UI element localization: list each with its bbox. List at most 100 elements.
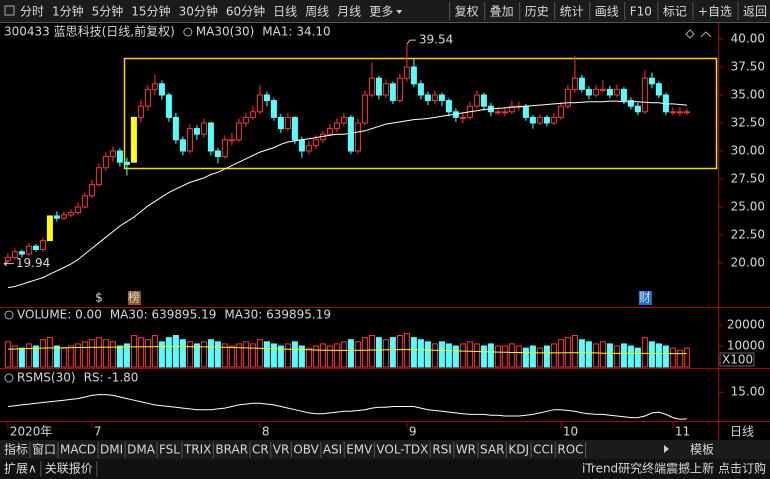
unit-bg (719, 352, 755, 367)
candle-body (123, 161, 130, 165)
volume-bar (326, 345, 333, 368)
tool-button[interactable]: 画线 (595, 5, 619, 19)
period-button[interactable]: 60分钟 (226, 4, 265, 19)
candle-body (550, 116, 557, 124)
indicator-tab[interactable]: 窗口 (32, 443, 56, 457)
tool-button[interactable]: F10 (630, 5, 652, 19)
candle-body (410, 66, 417, 85)
volume-bar (466, 341, 473, 368)
candle-body (403, 66, 410, 79)
promo-link[interactable]: iTrend研究终端震撼上新 点击订购 (582, 461, 766, 476)
volume-bar (375, 337, 382, 368)
candle-body (382, 83, 389, 96)
indicator-tab[interactable]: MACD (60, 443, 96, 457)
volume-bar (46, 337, 53, 368)
status-item[interactable]: 扩展∧ (4, 462, 37, 476)
volume-bar (333, 343, 340, 368)
indicator-tab[interactable]: ROC (557, 443, 583, 457)
indicator-tab[interactable]: ASI (323, 443, 342, 457)
period-button[interactable]: 5分钟 (92, 4, 124, 19)
drawn-box[interactable] (123, 57, 718, 170)
indicator-tab[interactable]: SAR (480, 443, 504, 457)
candle-body (25, 245, 32, 255)
indicator-tab[interactable]: CCI (533, 443, 553, 457)
candle-body (620, 88, 627, 102)
volume-bar (438, 341, 445, 368)
candle-body (151, 83, 158, 90)
candle-body (473, 94, 480, 107)
y-tick-label: 10000 (727, 339, 765, 353)
tool-button[interactable]: 标记 (663, 5, 687, 19)
period-button[interactable]: 15分钟 (131, 4, 170, 19)
volume-bar (389, 337, 396, 368)
indicator-tab[interactable]: EMV (346, 443, 373, 457)
event-badge[interactable] (127, 291, 141, 305)
tool-button[interactable]: +自选 (698, 5, 732, 19)
period-button[interactable]: 1分钟 (52, 4, 84, 19)
indicator-tab[interactable]: CR (252, 443, 269, 457)
volume-bar (578, 339, 585, 368)
indicator-tab[interactable]: RSI (432, 443, 452, 457)
period-button[interactable]: 分时 (20, 5, 44, 19)
x-tick-label: 11 (675, 425, 690, 439)
tool-button[interactable]: 统计 (560, 5, 584, 19)
indicator-tab[interactable]: DMI (100, 443, 123, 457)
corner-icon[interactable] (700, 31, 712, 38)
period-button[interactable]: 30分钟 (179, 4, 218, 19)
high-pointer (406, 39, 416, 45)
indicator-tab[interactable]: VOL-TDX (376, 443, 428, 457)
period-button[interactable]: 月线 (337, 5, 361, 19)
indicator-tab[interactable]: KDJ (508, 443, 529, 457)
volume-bar (18, 347, 25, 368)
indicator-tab[interactable]: BRAR (215, 443, 248, 457)
candle-body (270, 100, 277, 118)
candle-body (655, 83, 662, 96)
period-button[interactable]: 更多 (369, 5, 393, 19)
volume-bar (501, 345, 508, 368)
volume-bar (361, 337, 368, 368)
period-button[interactable]: 日线 (273, 5, 297, 19)
event-label[interactable]: 榜 (128, 290, 140, 305)
template-tab[interactable]: 模板 (690, 443, 714, 457)
candle-body (564, 88, 571, 107)
candle-body (95, 167, 102, 186)
axis-period[interactable]: 日线 (730, 425, 754, 439)
volume-bar (39, 339, 46, 368)
toolbar-bg (0, 0, 770, 22)
header-icon (4, 310, 14, 320)
indicator-tab[interactable]: OBV (293, 443, 319, 457)
event-label[interactable]: 财 (639, 291, 651, 305)
indicator-tab[interactable]: DMA (127, 443, 156, 457)
volume-bar (32, 345, 39, 368)
tool-button[interactable]: 叠加 (490, 5, 514, 19)
volume-bar (116, 345, 123, 368)
volume-bar (543, 345, 550, 368)
tab-scroll-arrow[interactable] (664, 445, 669, 453)
candle-body (459, 116, 466, 119)
volume-bar (151, 335, 158, 368)
corner-icon[interactable] (685, 29, 695, 39)
status-item[interactable]: 关联报价 (45, 461, 93, 476)
volume-bar (347, 339, 354, 368)
indicator-tab[interactable]: FSL (159, 443, 180, 457)
volume-bar (445, 343, 452, 368)
candle-body (39, 240, 46, 251)
candle-body (396, 77, 403, 102)
indicator-tab[interactable]: 指标 (4, 442, 28, 457)
indicator-tab[interactable]: VR (273, 443, 290, 457)
panel-title: RSMS(30) (17, 371, 76, 385)
tool-button[interactable]: 返回 (743, 5, 767, 19)
volume-bar (410, 337, 417, 368)
candle-body (200, 122, 207, 135)
indicator-tab[interactable]: TRIX (183, 443, 211, 457)
candle-body (179, 139, 186, 152)
event-badge[interactable] (638, 291, 652, 305)
period-button[interactable]: 周线 (305, 5, 329, 19)
event-label[interactable]: $ (95, 291, 103, 305)
tool-button[interactable]: 历史 (525, 5, 549, 19)
candle-body (613, 88, 620, 96)
tool-button[interactable]: 复权 (455, 5, 479, 19)
volume-bar (634, 347, 641, 368)
y-tick-label: 32.50 (731, 115, 765, 129)
indicator-tab[interactable]: WR (456, 443, 476, 457)
